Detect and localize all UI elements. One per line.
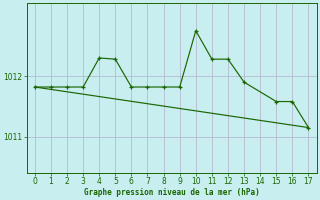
X-axis label: Graphe pression niveau de la mer (hPa): Graphe pression niveau de la mer (hPa) <box>84 188 260 197</box>
